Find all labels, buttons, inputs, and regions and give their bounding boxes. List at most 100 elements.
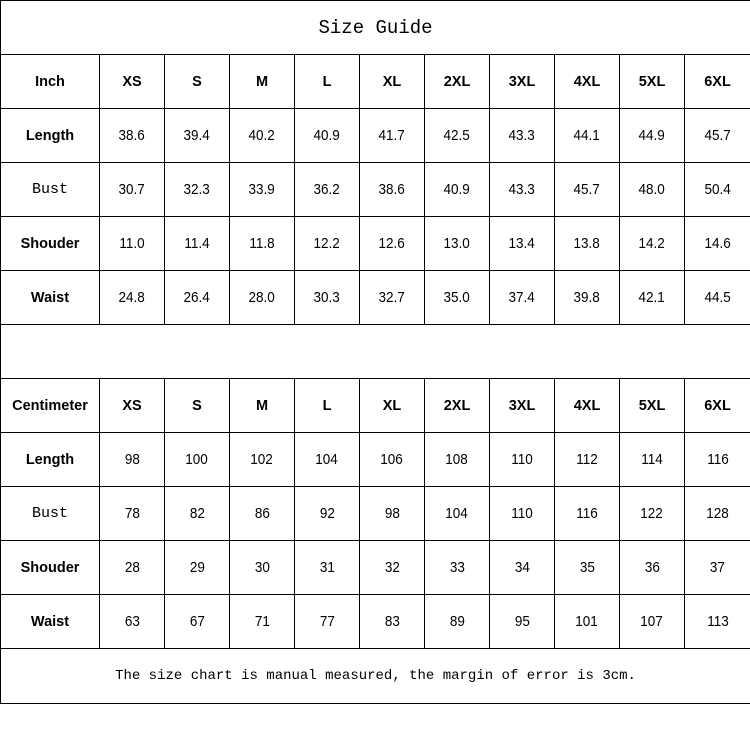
footnote-row: The size chart is manual measured, the m… (0, 648, 750, 704)
measure-value: 106 (359, 432, 425, 487)
value-text: 104 (315, 451, 339, 468)
size-header: XL (359, 378, 425, 433)
measure-value: 38.6 (359, 162, 425, 217)
size-header: 6XL (683, 378, 750, 433)
table-row: Shouder 28 29 30 31 32 33 34 35 36 37 (0, 540, 750, 595)
size-header: XS (99, 54, 165, 109)
value-text: 12.2 (313, 235, 341, 252)
measure-value: 95 (489, 594, 555, 649)
measure-value: 89 (424, 594, 490, 649)
value-text: 14.6 (704, 235, 731, 252)
measure-value: 38.6 (99, 108, 165, 163)
measure-value: 33 (424, 540, 490, 595)
measure-label: Waist (0, 270, 100, 325)
value-text: 43.3 (508, 181, 536, 198)
value-text: 98 (124, 451, 140, 468)
value-text: 34 (514, 559, 530, 576)
measure-value: 34 (489, 540, 555, 595)
size-header: S (164, 378, 230, 433)
measure-value: 31 (294, 540, 360, 595)
measure-value: 63 (99, 594, 165, 649)
value-text: 50.4 (704, 181, 731, 198)
measure-value: 98 (99, 432, 165, 487)
value-text: 35 (579, 559, 595, 576)
value-text: 82 (189, 505, 205, 522)
value-text: 43.3 (508, 127, 536, 144)
measure-value: 30.7 (99, 162, 165, 217)
value-text: 40.2 (248, 127, 276, 144)
size-header: 5XL (619, 378, 685, 433)
value-text: 122 (640, 505, 664, 522)
measure-value: 32.7 (359, 270, 425, 325)
measure-label: Length (0, 432, 100, 487)
measure-value: 36 (619, 540, 685, 595)
measure-value: 24.8 (99, 270, 165, 325)
value-text: 92 (319, 505, 335, 522)
measure-value: 30 (229, 540, 295, 595)
size-header: L (294, 54, 360, 109)
value-text: 110 (511, 505, 533, 522)
value-text: 13.4 (508, 235, 536, 252)
size-header: 2XL (424, 54, 490, 109)
measure-value: 104 (294, 432, 360, 487)
value-text: 12.6 (378, 235, 406, 252)
measure-value: 13.8 (554, 216, 620, 271)
measure-value: 33.9 (229, 162, 295, 217)
measure-value: 50.4 (683, 162, 750, 217)
measure-value: 101 (554, 594, 620, 649)
value-text: 29 (189, 559, 205, 576)
measure-value: 30.3 (294, 270, 360, 325)
value-text: 107 (640, 613, 664, 630)
inch-header-row: Inch XS S M L XL 2XL 3XL 4XL 5XL 6XL (0, 54, 750, 109)
size-header: 3XL (489, 378, 555, 433)
measure-value: 39.4 (164, 108, 230, 163)
value-text: 104 (445, 505, 469, 522)
size-header: 3XL (489, 54, 555, 109)
value-text: 11.8 (249, 235, 275, 252)
size-header: 6XL (683, 54, 750, 109)
value-text: 30.3 (313, 289, 341, 306)
value-text: 42.5 (443, 127, 471, 144)
value-text: 36.2 (313, 181, 341, 198)
value-text: 24.8 (118, 289, 146, 306)
value-text: 77 (319, 613, 335, 630)
measure-value: 108 (424, 432, 490, 487)
measure-value: 26.4 (164, 270, 230, 325)
measure-value: 100 (164, 432, 230, 487)
measure-value: 14.2 (619, 216, 685, 271)
value-text: 13.0 (443, 235, 471, 252)
measure-label: Waist (0, 594, 100, 649)
size-header: M (229, 378, 295, 433)
value-text: 42.1 (638, 289, 666, 306)
title-row: Size Guide (0, 0, 750, 55)
spacer-row (0, 324, 750, 379)
measure-value: 39.8 (554, 270, 620, 325)
value-text: 37 (710, 559, 726, 576)
measure-value: 112 (554, 432, 620, 487)
value-text: 32.7 (378, 289, 406, 306)
value-text: 38.6 (378, 181, 406, 198)
value-text: 30 (254, 559, 270, 576)
measure-value: 102 (229, 432, 295, 487)
value-text: 32.3 (183, 181, 211, 198)
unit-label: Inch (0, 54, 100, 109)
value-text: 33 (449, 559, 465, 576)
measure-value: 28.0 (229, 270, 295, 325)
value-text: 110 (511, 451, 533, 468)
value-text: 32 (384, 559, 400, 576)
size-header: L (294, 378, 360, 433)
value-text: 128 (706, 505, 729, 522)
measure-value: 13.4 (489, 216, 555, 271)
measure-value: 92 (294, 486, 360, 541)
value-text: 30.7 (118, 181, 146, 198)
measure-value: 43.3 (489, 162, 555, 217)
measure-value: 37 (683, 540, 750, 595)
value-text: 28.0 (248, 289, 276, 306)
table-row: Bust 78 82 86 92 98 104 110 116 122 128 (0, 486, 750, 541)
size-header: XL (359, 54, 425, 109)
value-text: 86 (254, 505, 270, 522)
measure-value: 78 (99, 486, 165, 541)
size-guide-table: Size Guide Inch XS S M L XL 2XL 3XL 4XL 5XL 6XL Len… (0, 0, 750, 704)
value-text: 28 (124, 559, 140, 576)
value-text: 11.4 (184, 235, 210, 252)
